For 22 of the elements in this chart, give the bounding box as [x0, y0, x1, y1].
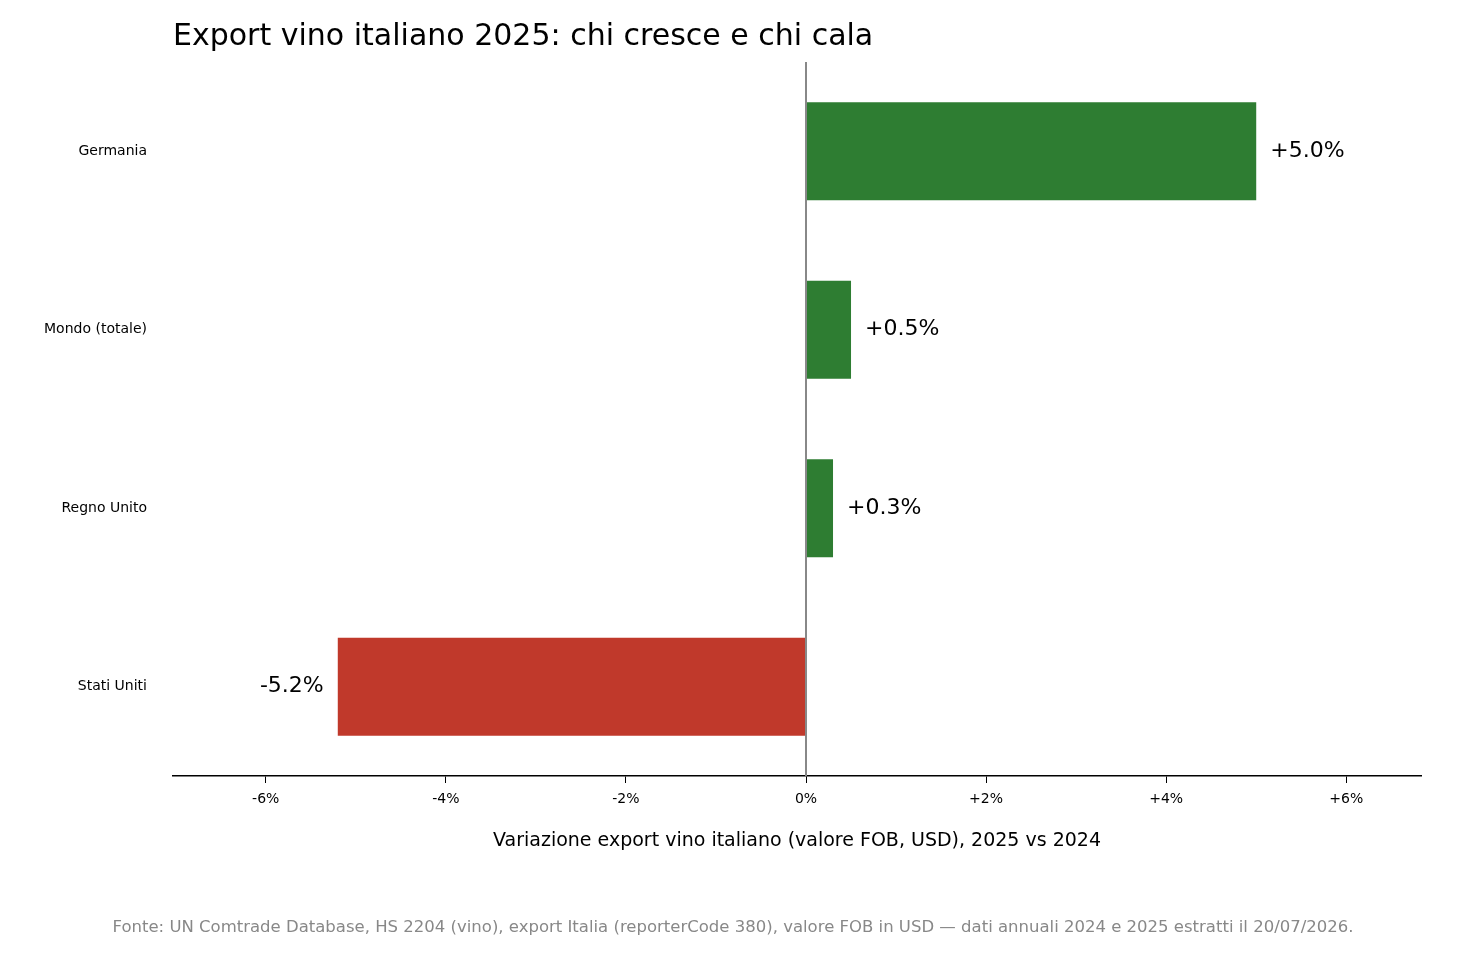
- x-tick-label: +6%: [1329, 790, 1364, 807]
- x-axis-title: Variazione export vino italiano (valore FOB, USD), 2025 vs 2024: [493, 827, 1101, 850]
- y-tick-label: Regno Unito: [61, 498, 147, 515]
- bar: [337, 637, 806, 736]
- x-tick-label: -4%: [432, 790, 460, 807]
- data-label: -5.2%: [259, 672, 324, 698]
- data-label: +0.3%: [847, 493, 922, 519]
- chart-title: Export vino italiano 2025: chi cresce e chi cala: [173, 17, 874, 52]
- x-tick-label: -2%: [612, 790, 640, 807]
- bar: [806, 102, 1257, 201]
- data-label: +5.0%: [1270, 136, 1345, 162]
- x-tick-label: +4%: [1149, 790, 1184, 807]
- x-tick-label: 0%: [794, 790, 818, 807]
- data-label: +0.5%: [865, 315, 940, 341]
- y-tick-label: Mondo (totale): [44, 320, 147, 337]
- y-tick-label: Stati Uniti: [77, 677, 147, 694]
- y-tick-label: Germania: [78, 141, 147, 158]
- bar: [806, 459, 834, 558]
- bar: [806, 280, 852, 379]
- x-tick-label: +2%: [969, 790, 1004, 807]
- source-note: Fonte: UN Comtrade Database, HS 2204 (vino), export Italia (reporterCode 380), valore FOB in USD — dati annuali 2024 e 2025 estratti il 20/07/2026.: [112, 917, 1354, 937]
- x-tick-label: -6%: [252, 790, 280, 807]
